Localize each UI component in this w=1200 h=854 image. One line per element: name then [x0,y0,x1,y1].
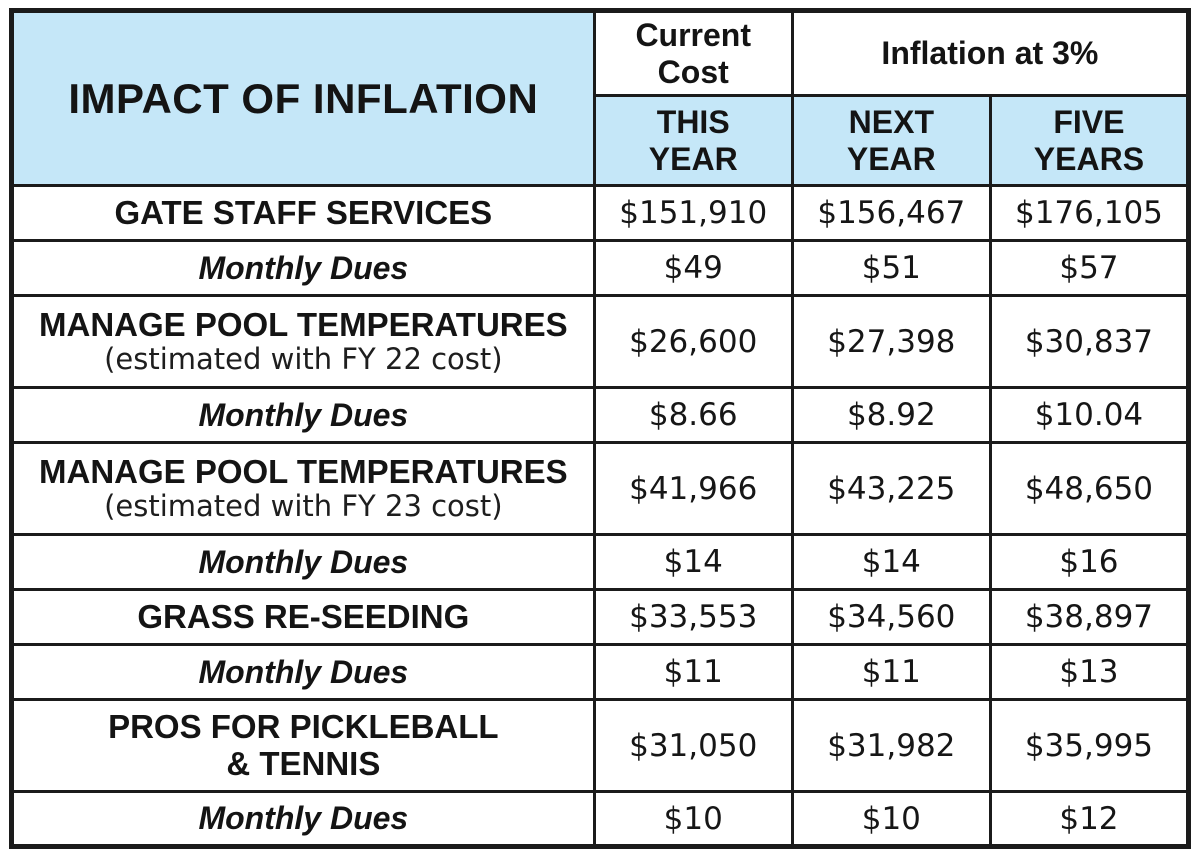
value-next-year: $27,398 [790,294,992,389]
value-five-years: $10.04 [988,386,1191,444]
value-five-years: $57 [988,239,1191,297]
table-title: IMPACT OF INFLATION [10,9,596,187]
table-row-pool-fy23: MANAGE POOL TEMPERATURES (estimated with… [10,441,1191,536]
table-row-gate-staff: GATE STAFF SERVICES $151,910 $156,467 $1… [10,184,1191,242]
value-five-years: $48,650 [988,441,1191,536]
row-label: Monthly Dues [10,386,596,444]
value-five-years: $38,897 [988,588,1191,646]
row-label-cell: GATE STAFF SERVICES [10,184,596,242]
value-next-year: $14 [790,533,992,591]
value-five-years: $30,837 [988,294,1191,389]
value-this-year: $8.66 [592,386,794,444]
table-row-monthly-dues: Monthly Dues $49 $51 $57 [10,239,1191,297]
value-next-year: $8.92 [790,386,992,444]
header-row-top: IMPACT OF INFLATION Current Cost Inflati… [10,9,1191,187]
table-row-monthly-dues: Monthly Dues $14 $14 $16 [10,533,1191,591]
value-next-year: $34,560 [790,588,992,646]
col-header-this-year: THIS YEAR [592,94,794,187]
row-label-cell: GRASS RE-SEEDING [10,588,596,646]
value-this-year: $26,600 [592,294,794,389]
value-five-years: $35,995 [988,698,1191,793]
row-label-cell: MANAGE POOL TEMPERATURES (estimated with… [10,294,596,389]
value-next-year: $10 [790,790,992,848]
row-sublabel: (estimated with FY 22 cost) [104,342,503,377]
table-row-pool-fy22: MANAGE POOL TEMPERATURES (estimated with… [10,294,1191,389]
row-label-cell: PROS FOR PICKLEBALL & TENNIS [10,698,596,793]
value-five-years: $13 [988,643,1191,701]
value-next-year: $11 [790,643,992,701]
header-row-years: THIS YEAR NEXT YEAR FIVE YEARS [12,94,1191,187]
row-label: MANAGE POOL TEMPERATURES [39,306,568,344]
value-five-years: $16 [988,533,1191,591]
row-label: Monthly Dues [10,239,596,297]
value-next-year: $51 [790,239,992,297]
table-row-monthly-dues: Monthly Dues $11 $11 $13 [10,643,1191,701]
value-this-year: $14 [592,533,794,591]
row-label-cell: MANAGE POOL TEMPERATURES (estimated with… [10,441,596,536]
table-row-pros-pickleball-tennis: PROS FOR PICKLEBALL & TENNIS $31,050 $31… [10,698,1191,793]
value-this-year: $11 [592,643,794,701]
row-label: GATE STAFF SERVICES [114,193,493,231]
row-label: MANAGE POOL TEMPERATURES [39,453,568,491]
value-five-years: $12 [988,790,1191,848]
value-next-year: $43,225 [790,441,992,536]
table-row-monthly-dues: Monthly Dues $8.66 $8.92 $10.04 [10,386,1191,444]
value-this-year: $151,910 [592,184,794,242]
value-five-years: $176,105 [988,184,1191,242]
col-header-inflation: Inflation at 3% [790,9,1191,97]
table-row-monthly-dues: Monthly Dues $10 $10 $12 [10,790,1191,848]
row-label: PROS FOR PICKLEBALL & TENNIS [108,707,499,782]
col-header-current-cost: Current Cost [592,9,794,97]
row-label: Monthly Dues [10,533,596,591]
table-row-grass-reseeding: GRASS RE-SEEDING $33,553 $34,560 $38,897 [10,588,1191,646]
value-this-year: $31,050 [592,698,794,793]
value-this-year: $33,553 [592,588,794,646]
value-this-year: $49 [592,239,794,297]
value-this-year: $10 [592,790,794,848]
col-header-five-years: FIVE YEARS [988,94,1191,187]
row-sublabel: (estimated with FY 23 cost) [104,489,503,524]
row-label: Monthly Dues [10,643,596,701]
value-this-year: $41,966 [592,441,794,536]
col-header-next-year: NEXT YEAR [790,94,992,187]
impact-of-inflation-table: IMPACT OF INFLATION Current Cost Inflati… [9,8,1191,849]
value-next-year: $156,467 [790,184,992,242]
value-next-year: $31,982 [790,698,992,793]
row-label: Monthly Dues [10,790,596,848]
row-label: GRASS RE-SEEDING [137,597,470,635]
